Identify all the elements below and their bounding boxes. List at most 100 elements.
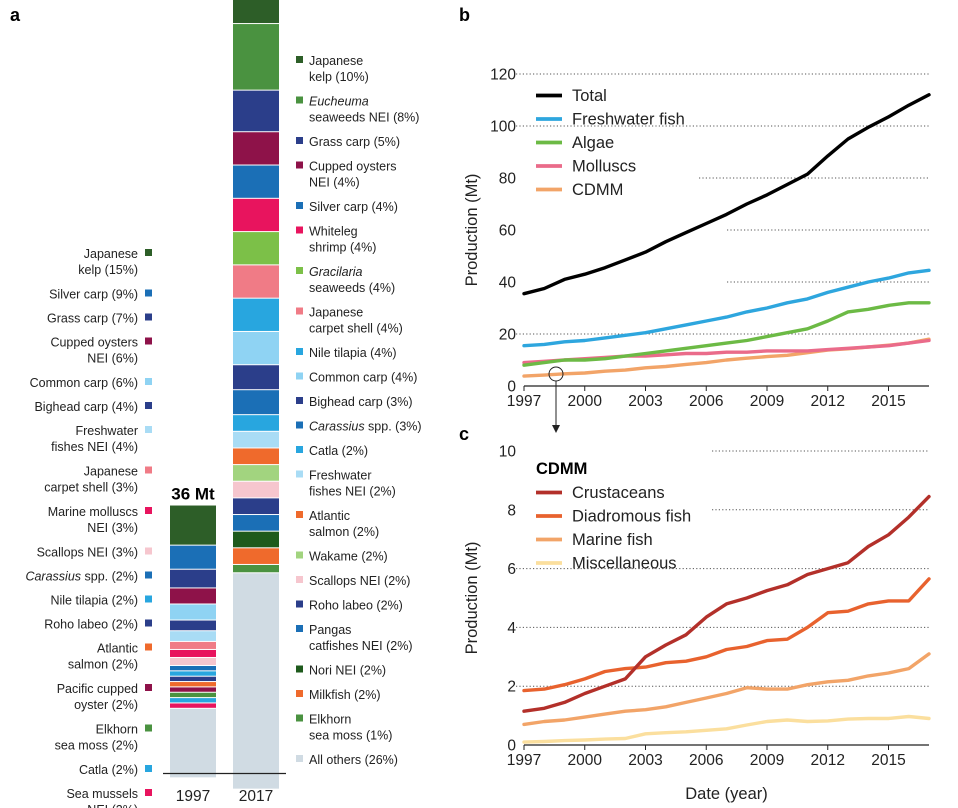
bar-1997-segment-grass-carp (170, 569, 216, 588)
swatch-2017-scallops-nei (296, 576, 303, 583)
label-2017-milkfish: Milkfish (2%) (309, 688, 381, 702)
label-2017-grass-carp: Grass carp (5%) (309, 135, 400, 149)
panel-b-line-chart: 0 20 40 60 80 100 120 1997 2000 2003 2006 2009 2012 2… (463, 67, 931, 410)
label-1997-cupped-oysters-nei-line2: NEI (6%) (87, 352, 138, 366)
bar-1997-segment-japanese-kelp (170, 505, 216, 545)
x-tick-2006: 2006 (689, 393, 723, 410)
bar-2017-segment-carassius-spp (233, 390, 279, 415)
swatch-1997-marine-molluscs-nei (145, 507, 152, 514)
label-2017-common-carp: Common carp (4%) (309, 371, 417, 385)
label-1997-japanese-carpet-shell-line2: carpet shell (3%) (44, 481, 138, 495)
series-line-total (522, 93, 931, 296)
bar-2017-segment-japanese-carpet-shell (233, 265, 279, 298)
label-2017-japanese-carpet-shell: Japanese (309, 306, 363, 320)
swatch-2017-all-others (296, 755, 303, 762)
swatch-2017-japanese-carpet-shell (296, 307, 303, 315)
label-1997-marine-molluscs-nei: Marine molluscs (48, 505, 138, 519)
swatch-1997-atlantic-salmon (145, 643, 152, 651)
label-2017-carassius-spp: Carassius spp. (3%) (309, 420, 422, 434)
series-line-miscellaneous (522, 714, 931, 744)
bar-1997-segment-nile-tilapia (170, 671, 216, 676)
label-1997-common-carp: Common carp (6%) (30, 376, 138, 390)
bar-2017-segment-all-others (233, 573, 279, 789)
bar-1997-segment-marine-molluscs-nei (170, 649, 216, 657)
label-1997-atlantic-salmon-line2: salmon (2%) (68, 658, 138, 672)
swatch-2017-milkfish (296, 690, 303, 697)
swatch-2017-bighead-carp (296, 397, 303, 404)
label-2017-freshwater-fishes-nei: Freshwater (309, 469, 372, 483)
bar-1997-segment-atlantic-salmon (170, 682, 216, 687)
swatch-1997-common-carp (145, 378, 152, 385)
label-1997-freshwater-fishes-nei: Freshwater (75, 424, 138, 438)
label-2017-roho-labeo: Roho labeo (2%) (309, 599, 403, 613)
bar-1997-segment-roho-labeo (170, 676, 216, 682)
swatch-1997-silver-carp (145, 289, 152, 297)
swatch-2017-freshwater-fishes-nei (296, 470, 303, 478)
y-tick-0: 0 (507, 738, 516, 755)
x-tick-2012: 2012 (811, 752, 845, 769)
swatch-1997-carassius-spp (145, 571, 152, 579)
bar-2017-segment-catla (233, 415, 279, 431)
swatch-2017-japanese-kelp (296, 56, 303, 63)
swatch-2017-eucheuma-seaweeds-nei (296, 96, 303, 104)
chart-title: CDMM (536, 460, 587, 478)
label-1997-bighead-carp: Bighead carp (4%) (34, 400, 138, 414)
bar-2017-segment-eucheuma-seaweeds-nei (233, 24, 279, 90)
y-tick-60: 60 (499, 223, 517, 240)
swatch-2017-grass-carp (296, 137, 303, 144)
label-2017-japanese-carpet-shell-line2: carpet shell (4%) (309, 322, 403, 336)
bar-1997-segment-pacific-cupped-oyster (170, 687, 216, 692)
panel-c-line-chart: 0 2 4 6 8 10 1997 2000 2003 2006 2009 2012 2015 Produ… (463, 444, 931, 803)
swatch-2017-gracilaria-seaweeds (296, 267, 303, 274)
swatch-1997-freshwater-fishes-nei (145, 426, 152, 433)
y-tick-10: 10 (499, 444, 517, 461)
swatch-2017-atlantic-salmon (296, 511, 303, 518)
swatch-1997-japanese-kelp (145, 249, 152, 256)
label-1997-japanese-carpet-shell: Japanese (84, 465, 138, 479)
y-tick-8: 8 (507, 502, 516, 519)
panel-label-a: a (10, 5, 21, 25)
legend-label-crustaceans: Crustaceans (572, 484, 665, 502)
y-tick-20: 20 (499, 327, 517, 344)
x-tick-2006: 2006 (689, 752, 723, 769)
y-tick-4: 4 (507, 620, 516, 637)
bar-1997-segment-scallops-nei (170, 657, 216, 666)
label-1997-pacific-cupped-oyster-line2: oyster (2%) (74, 698, 138, 712)
label-1997-sea-mussels-nei: Sea mussels (66, 787, 138, 801)
bar-1997-segment-freshwater-fishes-nei (170, 631, 216, 641)
zoom-connector (548, 366, 564, 433)
swatch-2017-pangas-catfishes-nei (296, 625, 303, 632)
swatch-1997-elkhorn-sea-moss (145, 724, 152, 732)
bar-1997-segment-common-carp (170, 604, 216, 620)
label-2017-freshwater-fishes-nei-line2: fishes NEI (2%) (309, 485, 396, 499)
swatch-1997-pacific-cupped-oyster (145, 684, 152, 691)
x-tick-2009: 2009 (750, 752, 784, 769)
bar-1997-segment-cupped-oysters-nei (170, 588, 216, 604)
swatch-2017-carassius-spp (296, 421, 303, 429)
label-2017-gracilaria-seaweeds-line2: seaweeds (4%) (309, 281, 395, 295)
x-tick-2003: 2003 (628, 752, 662, 769)
label-1997-atlantic-salmon: Atlantic (97, 642, 138, 656)
x-tick-2015: 2015 (871, 752, 905, 769)
label-2017-gracilaria-seaweeds: Gracilaria (309, 265, 363, 279)
y-axis-label: Production (Mt) (463, 542, 481, 655)
bar-1997-segment-all-others (170, 708, 216, 778)
label-1997-grass-carp: Grass carp (7%) (47, 312, 138, 326)
swatch-1997-nile-tilapia (145, 595, 152, 603)
bar-2017-segment-wakame (233, 465, 279, 481)
label-2017-elkhorn-sea-moss: Elkhorn (309, 713, 351, 727)
bar-2017-segment-nile-tilapia (233, 298, 279, 331)
swatch-1997-grass-carp (145, 313, 152, 321)
label-2017-all-others: All others (26%) (309, 753, 398, 767)
bar-1997-segment-catla (170, 698, 216, 703)
swatch-2017-nile-tilapia (296, 348, 303, 355)
legend-label-algae: Algae (572, 134, 614, 152)
panel-a-stacked-bars: 36 Mt1997112 Mt2017Japanesekelp (15%)Sil… (25, 0, 422, 808)
label-1997-marine-molluscs-nei-line2: NEI (3%) (87, 521, 138, 535)
bar-1997-segment-silver-carp (170, 545, 216, 569)
label-2017-cupped-oysters-nei: Cupped oysters (309, 160, 397, 174)
legend-label-miscellaneous: Miscellaneous (572, 555, 677, 573)
legend-label-freshwater-fish: Freshwater fish (572, 111, 685, 129)
series-line-marine-fish (522, 652, 931, 727)
